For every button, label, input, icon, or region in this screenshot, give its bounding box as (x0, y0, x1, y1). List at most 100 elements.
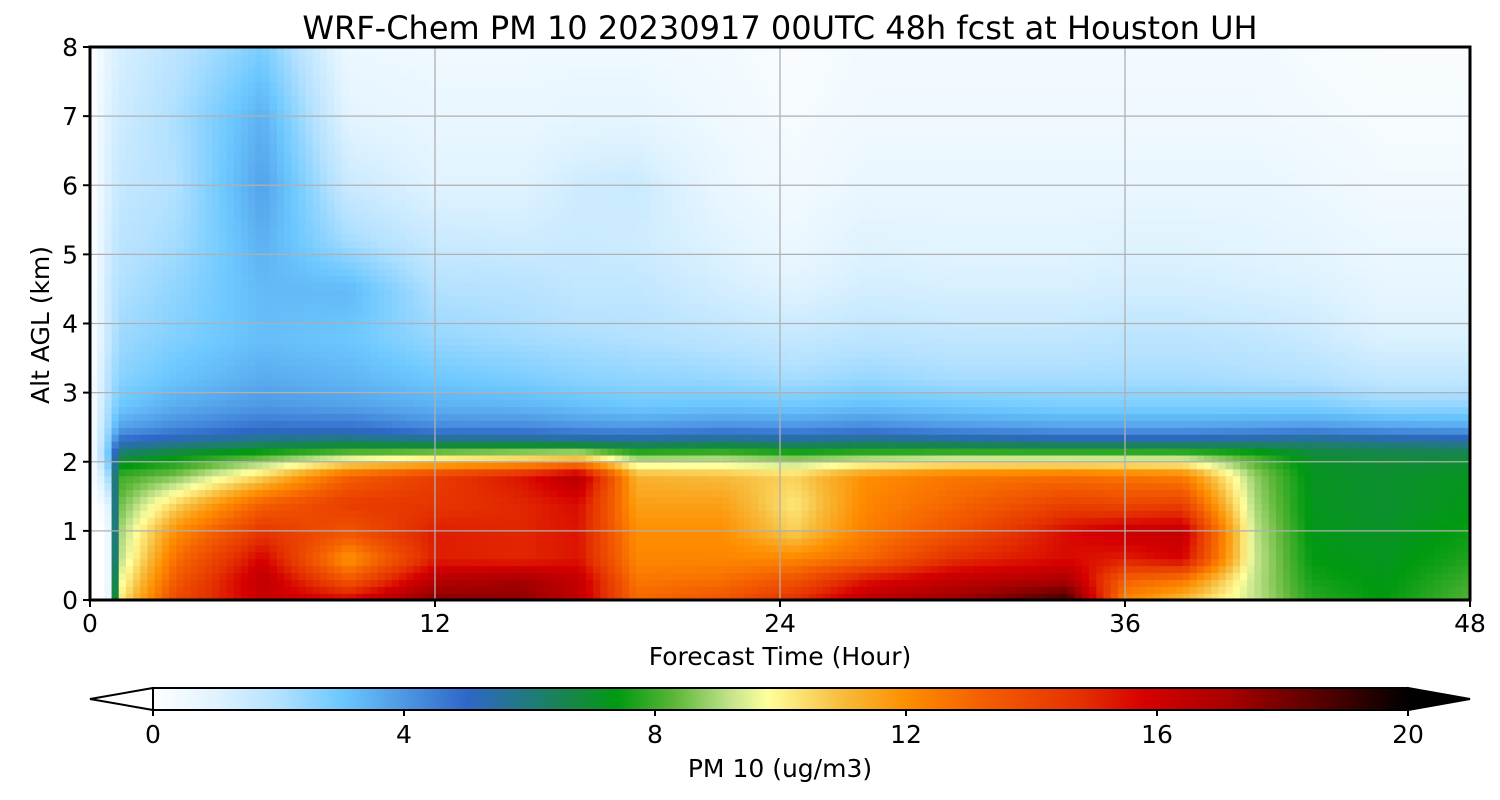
heatmap-cell (90, 275, 98, 283)
heatmap-cell (125, 95, 134, 103)
heatmap-cell (104, 116, 113, 124)
heatmap-cell (442, 586, 451, 594)
heatmap-cell (284, 413, 292, 421)
heatmap-cell (305, 171, 314, 180)
heatmap-cell (90, 261, 98, 269)
heatmap-cell (269, 330, 278, 339)
heatmap-cell (363, 330, 372, 339)
heatmap-cell (147, 268, 156, 276)
heatmap-cell (341, 420, 350, 428)
heatmap-cell (348, 295, 357, 304)
heatmap-cell (320, 53, 328, 62)
heatmap-cell (399, 275, 407, 283)
heatmap-cell (334, 323, 343, 332)
heatmap-cell (125, 123, 134, 131)
heatmap-cell (97, 579, 106, 587)
heatmap-cell (197, 358, 206, 366)
heatmap-cell (276, 129, 285, 138)
heatmap-cell (305, 268, 314, 276)
heatmap-cell (133, 537, 142, 546)
heatmap-cell (240, 496, 249, 504)
heatmap-cell (348, 551, 357, 560)
heatmap-cell (190, 572, 199, 580)
heatmap-cell (506, 399, 515, 408)
heatmap-cell (176, 199, 185, 207)
heatmap-cell (240, 157, 249, 166)
heatmap-cell (97, 530, 106, 539)
heatmap-cell (176, 330, 185, 339)
heatmap-cell (147, 565, 156, 574)
heatmap-cell (190, 123, 199, 131)
heatmap-cell (327, 565, 336, 574)
heatmap-cell (226, 157, 235, 166)
heatmap-cell (485, 496, 494, 504)
heatmap-cell (183, 461, 192, 470)
heatmap-cell (320, 67, 328, 76)
heatmap-cell (118, 523, 127, 532)
heatmap-cell (140, 178, 149, 186)
heatmap-cell (104, 371, 113, 380)
heatmap-cell (125, 185, 134, 193)
heatmap-cell (334, 288, 343, 297)
heatmap-cell (413, 530, 422, 539)
heatmap-cell (212, 226, 221, 235)
heatmap-cell (212, 178, 221, 186)
heatmap-cell (118, 109, 127, 117)
heatmap-cell (140, 510, 149, 518)
heatmap-cell (499, 330, 508, 339)
heatmap-cell (521, 330, 530, 339)
heatmap-cell (147, 579, 156, 587)
heatmap-cell (276, 441, 285, 449)
heatmap-cell (370, 565, 379, 574)
heatmap-cell (197, 102, 206, 110)
heatmap-cell (312, 129, 321, 138)
heatmap-cell (111, 482, 120, 491)
heatmap-cell (140, 102, 149, 110)
heatmap-cell (90, 330, 98, 339)
heatmap-cell (312, 109, 321, 117)
heatmap-cell (348, 420, 357, 428)
heatmap-cell (305, 295, 314, 304)
heatmap-cell (248, 420, 257, 428)
heatmap-cell (363, 295, 372, 304)
heatmap-cell (320, 537, 328, 546)
heatmap-cell (399, 212, 407, 221)
heatmap-cell (514, 344, 522, 352)
heatmap-cell (284, 447, 292, 456)
heatmap-cell (334, 60, 343, 69)
heatmap-cell (140, 205, 149, 214)
heatmap-cell (463, 109, 472, 117)
heatmap-cell (190, 537, 199, 546)
heatmap-cell (205, 95, 213, 103)
heatmap-cell (320, 81, 328, 90)
heatmap-cell (384, 116, 393, 124)
heatmap-cell (190, 551, 199, 560)
heatmap-cell (391, 537, 400, 546)
heatmap-cell (269, 302, 278, 311)
heatmap-cell (140, 482, 149, 491)
heatmap-cell (334, 447, 343, 456)
heatmap-cell (363, 558, 372, 567)
heatmap-cell (276, 95, 285, 103)
heatmap-cell (442, 523, 451, 532)
heatmap-cell (370, 447, 379, 456)
heatmap-cell (384, 427, 393, 435)
heatmap-cell (104, 205, 113, 214)
heatmap-cell (312, 171, 321, 180)
heatmap-cell (413, 475, 422, 484)
heatmap-cell (140, 323, 149, 332)
heatmap-cell (355, 205, 364, 214)
heatmap-cell (90, 116, 98, 124)
heatmap-cell (442, 593, 451, 600)
heatmap-cell (348, 53, 357, 62)
heatmap-cell (248, 295, 257, 304)
heatmap-cell (169, 427, 177, 435)
heatmap-cell (212, 530, 221, 539)
heatmap-cell (276, 268, 285, 276)
heatmap-cell (463, 371, 472, 380)
heatmap-cell (183, 351, 192, 359)
heatmap-cell (269, 434, 278, 442)
heatmap-cell (463, 344, 472, 352)
heatmap-cell (413, 268, 422, 276)
heatmap-cell (176, 302, 185, 311)
